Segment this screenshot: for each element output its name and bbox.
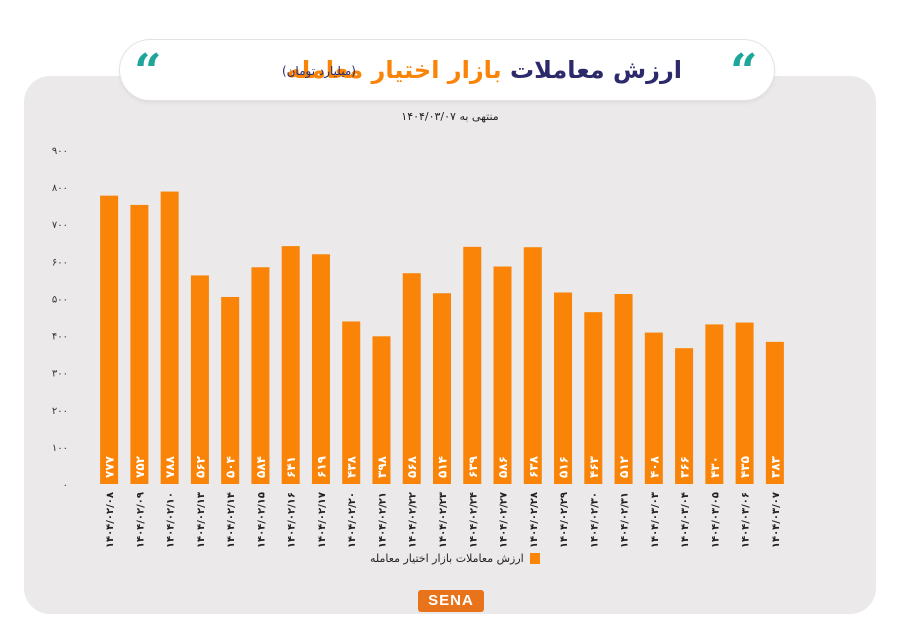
bar xyxy=(614,293,633,484)
bar-value-label: ۵۱۲ xyxy=(617,455,631,478)
bar-value-label: ۵۶۲ xyxy=(193,455,207,478)
bar-value-label: ۶۴۱ xyxy=(284,456,298,478)
bar-value-label: ۵۸۴ xyxy=(254,456,268,478)
quote-open-icon: “ xyxy=(134,44,162,100)
x-tick-label: ۱۴۰۴/۰۲/۲۸ xyxy=(529,492,540,548)
x-tick-label: ۱۴۰۴/۰۲/۳۱ xyxy=(620,492,631,548)
bar xyxy=(584,312,603,484)
bar xyxy=(311,254,330,484)
bar-value-label: ۵۱۶ xyxy=(557,456,571,478)
y-tick-label: ۳۰۰ xyxy=(52,369,68,380)
bar-value-label: ۴۰۸ xyxy=(647,455,661,478)
chart-subtitle: منتهی به ۱۴۰۴/۰۳/۰۷ xyxy=(401,110,499,123)
bar xyxy=(190,275,209,484)
x-tick-label: ۱۴۰۴/۰۲/۳۰ xyxy=(589,492,600,548)
bar xyxy=(493,266,512,484)
y-tick-label: ۸۰۰ xyxy=(52,183,68,194)
bar-value-label: ۵۰۴ xyxy=(224,456,238,478)
bar-value-label: ۴۳۵ xyxy=(738,456,752,478)
x-tick-label: ۱۴۰۴/۰۲/۲۷ xyxy=(499,492,510,548)
y-tick-label: ۵۰۰ xyxy=(52,294,68,305)
legend-label: ارزش معاملات بازار اختیار معامله xyxy=(370,551,524,565)
x-tick-label: ۱۴۰۴/۰۳/۰۷ xyxy=(771,492,782,548)
y-tick-label: ۷۰۰ xyxy=(52,220,68,231)
bar xyxy=(675,348,694,484)
x-tick-label: ۱۴۰۴/۰۲/۱۴ xyxy=(226,492,237,548)
bar-value-label: ۵۶۸ xyxy=(405,455,419,478)
bar-value-label: ۳۸۳ xyxy=(768,455,782,478)
sena-logo: SENA xyxy=(418,590,484,612)
bar-value-label: ۳۶۶ xyxy=(678,456,692,478)
x-tick-label: ۱۴۰۴/۰۲/۱۳ xyxy=(196,492,207,548)
x-tick-label: ۱۴۰۴/۰۳/۰۴ xyxy=(680,492,691,548)
bar xyxy=(130,204,149,484)
y-tick-label: ۲۰۰ xyxy=(52,406,68,417)
x-tick-label: ۱۴۰۴/۰۲/۱۶ xyxy=(287,492,298,548)
bar xyxy=(523,247,542,484)
chart-title: ارزش معاملات بازار اختیار معامله xyxy=(287,53,682,87)
title-banner xyxy=(120,40,774,100)
y-tick-label: ۶۰۰ xyxy=(52,257,68,268)
bar-value-label: ۳۹۸ xyxy=(375,455,389,478)
bar-value-label: ۷۸۸ xyxy=(163,455,177,478)
bar-value-label: ۶۳۹ xyxy=(466,455,480,478)
quote-close-icon: “ xyxy=(730,44,758,100)
bar xyxy=(251,267,270,484)
bar-value-label: ۴۳۸ xyxy=(345,455,359,478)
bar-value-label: ۷۷۷ xyxy=(103,455,117,478)
chart-title-part2: بازار اختیار معامله xyxy=(286,56,502,84)
x-tick-label: ۱۴۰۴/۰۲/۲۲ xyxy=(408,492,419,548)
y-tick-label: ۱۰۰ xyxy=(52,443,68,454)
x-tick-label: ۱۴۰۴/۰۲/۰۸ xyxy=(105,492,116,548)
y-tick-label: ۴۰۰ xyxy=(52,332,68,343)
y-tick-label: ۰ xyxy=(63,480,68,491)
bar-value-label: ۶۱۹ xyxy=(314,455,328,478)
bar-value-label: ۴۳۰ xyxy=(708,456,722,478)
x-tick-label: ۱۴۰۴/۰۲/۰۹ xyxy=(135,492,146,548)
x-tick-label: ۱۴۰۴/۰۲/۲۰ xyxy=(347,492,358,548)
bar xyxy=(463,246,482,484)
bar xyxy=(765,341,784,484)
chart-title-part1: ارزش معاملات xyxy=(510,56,682,84)
x-tick-label: ۱۴۰۴/۰۲/۱۰ xyxy=(166,492,177,548)
bar-value-label: ۵۸۶ xyxy=(496,456,510,478)
bar xyxy=(342,321,361,484)
y-tick-label: ۹۰۰ xyxy=(52,146,68,157)
x-tick-label: ۱۴۰۴/۰۳/۰۵ xyxy=(710,492,721,548)
bar xyxy=(644,332,663,484)
sena-logo-text: SENA xyxy=(428,592,474,609)
bar xyxy=(372,336,391,484)
x-tick-label: ۱۴۰۴/۰۳/۰۳ xyxy=(650,492,661,548)
bar-value-label: ۵۱۴ xyxy=(436,456,450,478)
bar-value-label: ۷۵۲ xyxy=(133,455,147,478)
bar-value-label: ۴۶۳ xyxy=(587,455,601,478)
x-tick-label: ۱۴۰۴/۰۲/۲۱ xyxy=(377,492,388,548)
x-tick-label: ۱۴۰۴/۰۲/۲۳ xyxy=(438,492,449,548)
x-tick-label: ۱۴۰۴/۰۲/۲۴ xyxy=(468,492,479,548)
x-tick-label: ۱۴۰۴/۰۲/۱۷ xyxy=(317,492,328,548)
chart-unit: (میلیارد تومان) xyxy=(281,64,356,78)
bar xyxy=(402,273,421,484)
legend-swatch xyxy=(529,552,540,564)
x-tick-label: ۱۴۰۴/۰۲/۲۹ xyxy=(559,492,570,548)
bar xyxy=(554,292,573,484)
bar xyxy=(705,324,724,484)
bar xyxy=(281,246,300,484)
x-tick-label: ۱۴۰۴/۰۲/۱۵ xyxy=(256,492,267,548)
bar xyxy=(160,191,179,484)
bar-value-label: ۶۳۸ xyxy=(526,455,540,478)
x-tick-label: ۱۴۰۴/۰۳/۰۶ xyxy=(741,492,752,548)
bar xyxy=(433,293,451,484)
bar xyxy=(735,322,754,484)
bar xyxy=(100,195,119,484)
bar xyxy=(221,296,240,484)
chart-legend: ارزش معاملات بازار اختیار معامله xyxy=(370,549,540,567)
